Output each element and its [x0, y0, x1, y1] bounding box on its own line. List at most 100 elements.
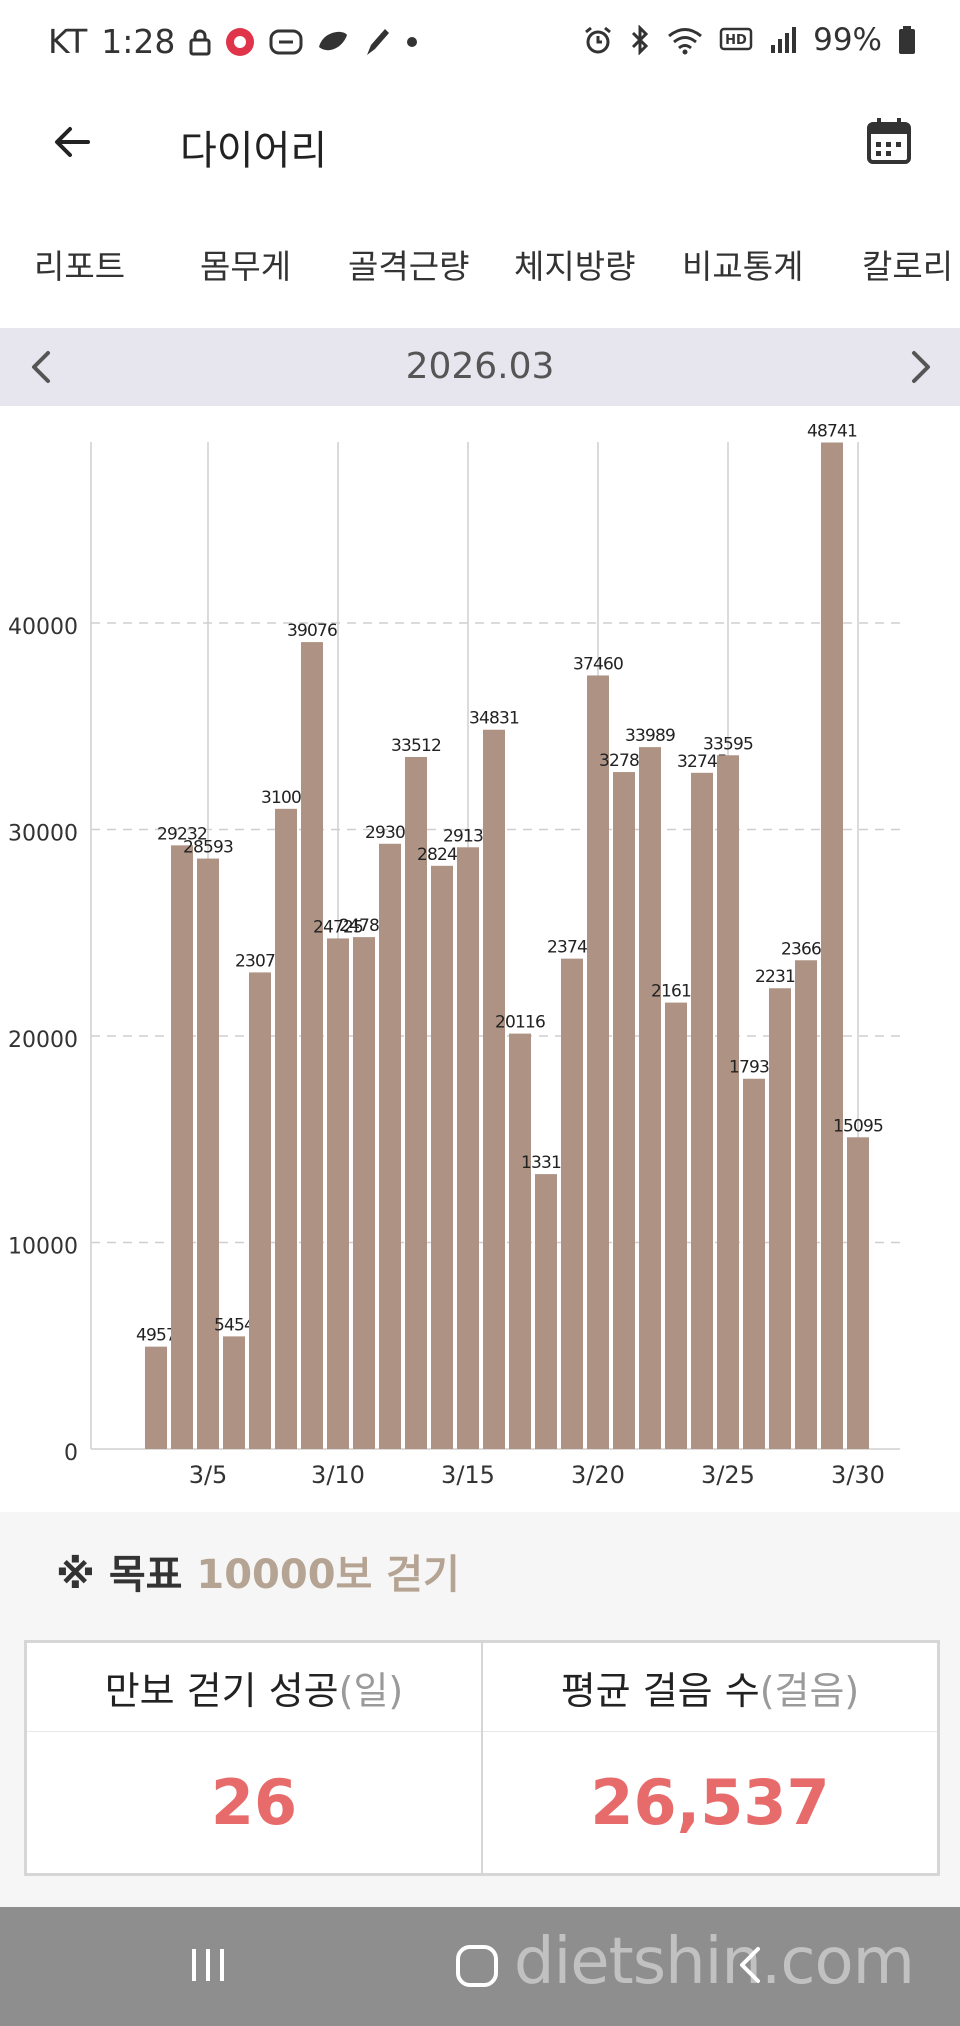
- clock: 1:28: [101, 22, 176, 61]
- average-steps-stat: 평균 걸음 수 (걸음) 26,537: [481, 1643, 937, 1873]
- bar-value-label: 29139: [443, 826, 493, 846]
- alarm-icon: [583, 25, 613, 55]
- bar: [197, 858, 219, 1449]
- bar-value-label: 20116: [495, 1013, 545, 1033]
- y-tick-label: 0: [64, 1441, 78, 1466]
- calendar-icon: [866, 118, 912, 170]
- bar: [379, 843, 401, 1449]
- bluetooth-icon: [629, 25, 651, 55]
- back-icon: [730, 1947, 770, 1991]
- goal-target: 10000보 걷기: [196, 1552, 460, 1598]
- goal-prefix: ※ 목표: [56, 1552, 183, 1598]
- stats-table: 만보 걷기 성공 (일) 26 평균 걸음 수 (걸음) 26,537: [24, 1640, 940, 1876]
- bar-value-label: 28242: [417, 845, 467, 865]
- hd-icon: HD: [719, 26, 753, 54]
- stat-unit: (일): [338, 1668, 404, 1713]
- bar: [691, 772, 713, 1449]
- dot-icon: [405, 35, 419, 49]
- bar: [509, 1033, 531, 1449]
- y-tick-label: 20000: [8, 1028, 78, 1053]
- bar-value-label: 32745: [677, 752, 727, 772]
- bar: [275, 808, 297, 1449]
- bar-value-label: 48741: [807, 421, 857, 441]
- bar-value-label: 33595: [703, 734, 753, 754]
- svg-text:HD: HD: [725, 33, 747, 48]
- leaf-icon: [317, 27, 349, 57]
- goal-text: ※ 목표 10000보 걷기: [56, 1542, 460, 1600]
- bar-value-label: 37460: [573, 654, 623, 674]
- goal-section: ※ 목표 10000보 걷기 만보 걷기 성공 (일) 26 평균 걸음 수 (걸음…: [0, 1512, 960, 1907]
- chevron-left-icon: [26, 351, 56, 390]
- status-left: KT 1:28: [48, 22, 419, 61]
- home-button[interactable]: [454, 1943, 500, 1993]
- stat-title: 평균 걸음 수: [560, 1668, 760, 1713]
- y-tick-label: 40000: [8, 615, 78, 640]
- bar: [639, 747, 661, 1449]
- carrier-label: KT: [48, 22, 88, 61]
- bar: [795, 960, 817, 1449]
- bar: [483, 729, 505, 1449]
- home-icon: [454, 1945, 500, 1993]
- battery-percent: 99%: [813, 22, 882, 58]
- back-nav-button[interactable]: [730, 1943, 770, 1991]
- bar-value-label: 23079: [235, 951, 285, 971]
- x-tick-label: 3/20: [571, 1461, 625, 1489]
- stat-value: 26: [210, 1766, 298, 1839]
- recent-apps-icon: [186, 1949, 230, 1991]
- system-nav-bar: dietshin.com: [0, 1907, 960, 2026]
- status-right: HD 99%: [583, 22, 916, 58]
- bar-value-label: 29309: [365, 823, 415, 843]
- y-tick-label: 30000: [8, 822, 78, 847]
- bar: [665, 1002, 687, 1449]
- bar: [301, 642, 323, 1449]
- chevron-right-icon: [906, 351, 936, 390]
- bar-value-label: 34831: [469, 709, 519, 729]
- month-label: 2026.03: [405, 346, 555, 387]
- tab-report[interactable]: 리포트: [34, 247, 126, 286]
- signal-icon: [769, 25, 797, 55]
- watermark: dietshin.com: [513, 1925, 915, 1999]
- app-badge-icon: [269, 27, 303, 57]
- tab-body-fat[interactable]: 체지방량: [514, 247, 636, 286]
- bar: [327, 938, 349, 1449]
- bar-value-label: 22313: [755, 967, 805, 987]
- back-button[interactable]: [48, 118, 96, 166]
- stat-title: 만보 걷기 성공: [104, 1668, 339, 1713]
- bar-value-label: 24789: [339, 916, 389, 936]
- bar: [821, 442, 843, 1449]
- tab-weight[interactable]: 몸무게: [200, 247, 292, 286]
- recent-apps-button[interactable]: [186, 1943, 230, 1991]
- arrow-left-icon: [48, 127, 96, 170]
- stat-value: 26,537: [590, 1766, 830, 1839]
- pen-icon: [363, 27, 391, 57]
- tab-compare[interactable]: 비교통계: [682, 247, 804, 286]
- bar-value-label: 13312: [521, 1153, 571, 1173]
- tab-muscle[interactable]: 골격근량: [348, 247, 470, 286]
- x-tick-label: 3/15: [441, 1461, 495, 1489]
- bar: [847, 1137, 869, 1449]
- bar: [717, 755, 739, 1449]
- prev-month-button[interactable]: [26, 348, 56, 386]
- bar-value-label: 17930: [729, 1058, 779, 1078]
- stat-header: 평균 걸음 수 (걸음): [483, 1643, 937, 1732]
- wifi-icon: [667, 25, 703, 55]
- stat-header: 만보 걷기 성공 (일): [27, 1643, 481, 1732]
- calendar-button[interactable]: [866, 116, 912, 166]
- tab-bar: 리포트 몸무게 골격근량 체지방량 비교통계 칼로리: [0, 240, 960, 304]
- bar-value-label: 4957: [136, 1326, 176, 1346]
- bar: [405, 756, 427, 1449]
- bar: [353, 937, 375, 1449]
- bar: [457, 847, 479, 1449]
- bar: [561, 958, 583, 1449]
- status-bar: KT 1:28 HD: [0, 0, 960, 90]
- bar-value-label: 33512: [391, 736, 441, 756]
- bar: [769, 988, 791, 1449]
- record-icon: [225, 27, 255, 57]
- bar: [535, 1174, 557, 1449]
- tab-calorie[interactable]: 칼로리: [862, 247, 954, 286]
- next-month-button[interactable]: [906, 348, 936, 386]
- x-tick-label: 3/5: [189, 1461, 228, 1489]
- bar-value-label: 28593: [183, 838, 233, 858]
- bar-value-label: 24725: [313, 917, 363, 937]
